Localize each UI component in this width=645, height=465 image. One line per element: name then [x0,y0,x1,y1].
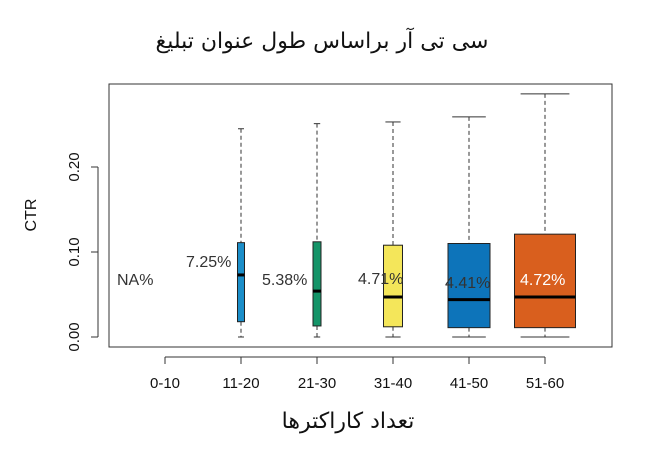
box [514,233,576,329]
y-axis: 0.00 0.10 0.20 [66,152,99,352]
box [312,241,322,327]
box [383,244,403,328]
data-label: 4.71% [358,271,403,288]
y-tick-label: 0.10 [66,237,83,266]
box-group-11-20: 7.25% [186,128,245,338]
x-axis: 0-10 11-20 21-30 31-40 41-50 51-60 [150,356,564,392]
data-label: 5.38% [262,272,307,289]
x-axis-title: تعداد کاراکترها [282,409,415,434]
data-label: 7.25% [186,254,231,271]
box-group-51-60: 4.72% [514,93,576,338]
plot-frame [108,83,613,348]
box-group-21-30: 5.38% [262,123,322,338]
box [237,242,245,323]
x-tick-label: 31-40 [374,375,412,392]
x-tick-label: 51-60 [526,375,564,392]
x-tick-label: 41-50 [450,375,488,392]
y-axis-title: CTR [23,199,40,232]
box-group-0-10: NA% [117,272,153,289]
y-tick-label: 0.20 [66,152,83,181]
data-label: 4.72% [520,272,565,289]
data-label: NA% [117,272,153,289]
data-label: 4.41% [445,275,490,292]
box-group-41-50: 4.41% [445,116,491,338]
x-tick-label: 0-10 [150,375,180,392]
box [447,243,491,329]
x-tick-label: 21-30 [298,375,336,392]
y-tick-label: 0.00 [66,322,83,351]
boxes: NA% 7.25% 5.38% 4.71% 4.41% 4.72% [117,93,576,338]
x-tick-label: 11-20 [222,375,259,392]
chart-title: سی تی آر براساس طول عنوان تبلیغ [156,27,489,54]
box-group-31-40: 4.71% [358,121,403,338]
